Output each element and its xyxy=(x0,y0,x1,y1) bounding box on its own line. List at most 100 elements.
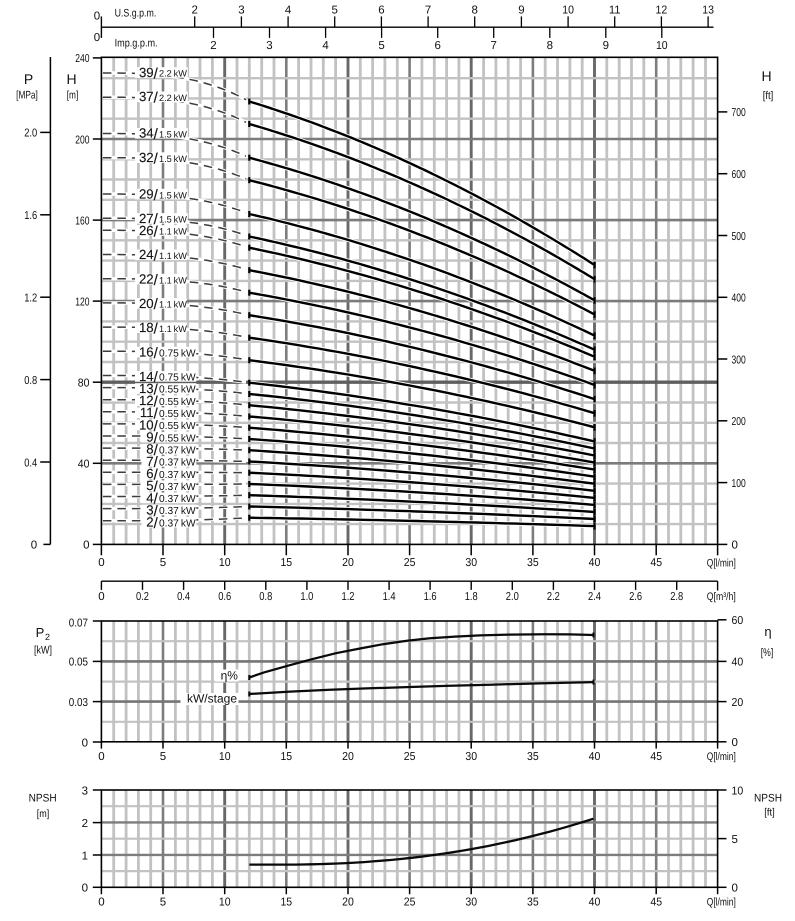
svg-text:2: 2 xyxy=(45,632,50,642)
svg-text:11/: 11/ xyxy=(140,405,159,422)
svg-text:20: 20 xyxy=(342,751,354,763)
svg-text:18/: 18/ xyxy=(139,320,159,337)
svg-text:5: 5 xyxy=(160,557,166,569)
svg-text:20: 20 xyxy=(732,697,744,709)
svg-text:0.75 kW: 0.75 kW xyxy=(159,348,196,359)
svg-text:10/: 10/ xyxy=(139,417,159,434)
svg-text:25: 25 xyxy=(404,897,416,909)
svg-text:4: 4 xyxy=(322,40,329,52)
svg-text:300: 300 xyxy=(732,354,746,366)
svg-text:0: 0 xyxy=(98,751,104,763)
svg-text:35: 35 xyxy=(527,557,539,569)
svg-text:6: 6 xyxy=(378,4,384,16)
svg-text:37/: 37/ xyxy=(139,89,159,106)
svg-text:0.37 kW: 0.37 kW xyxy=(159,446,196,457)
svg-text:27/: 27/ xyxy=(139,211,159,228)
svg-text:1.8: 1.8 xyxy=(465,591,478,603)
svg-text:[ft]: [ft] xyxy=(763,90,774,102)
svg-text:10: 10 xyxy=(732,785,744,797)
svg-text:0: 0 xyxy=(94,32,100,44)
svg-text:45: 45 xyxy=(650,557,662,569)
svg-text:P: P xyxy=(36,625,45,640)
svg-text:80: 80 xyxy=(78,378,90,390)
svg-text:NPSH: NPSH xyxy=(29,793,57,805)
svg-text:5: 5 xyxy=(732,834,738,846)
svg-text:10: 10 xyxy=(219,557,231,569)
svg-text:2.0: 2.0 xyxy=(506,591,519,603)
svg-text:0.07: 0.07 xyxy=(69,618,88,630)
svg-text:0.55 kW: 0.55 kW xyxy=(159,409,196,420)
svg-text:[kW]: [kW] xyxy=(34,645,52,657)
svg-text:0: 0 xyxy=(31,540,37,552)
svg-text:[ft]: [ft] xyxy=(764,807,775,819)
svg-text:1.0: 1.0 xyxy=(300,591,313,603)
svg-text:13: 13 xyxy=(702,4,714,16)
svg-text:9: 9 xyxy=(518,4,524,16)
svg-text:20: 20 xyxy=(342,897,354,909)
svg-text:0.4: 0.4 xyxy=(177,591,190,603)
svg-text:Q[l/min]: Q[l/min] xyxy=(707,751,736,763)
svg-text:0.8: 0.8 xyxy=(24,375,37,387)
svg-text:9/: 9/ xyxy=(146,430,158,447)
svg-text:200: 200 xyxy=(75,134,89,146)
svg-text:0.37 kW: 0.37 kW xyxy=(159,482,196,493)
svg-text:4: 4 xyxy=(285,4,292,16)
svg-text:1.1 kW: 1.1 kW xyxy=(159,275,187,285)
svg-text:60: 60 xyxy=(732,615,744,627)
svg-text:0.8: 0.8 xyxy=(259,591,272,603)
svg-text:40: 40 xyxy=(589,897,601,909)
svg-text:0.75 kW: 0.75 kW xyxy=(159,373,196,384)
svg-text:0: 0 xyxy=(98,557,104,569)
svg-text:9: 9 xyxy=(603,40,609,52)
svg-text:15: 15 xyxy=(280,751,292,763)
svg-text:Imp.g.p.m.: Imp.g.p.m. xyxy=(115,38,158,50)
svg-text:0.55 kW: 0.55 kW xyxy=(159,385,196,396)
svg-text:13/: 13/ xyxy=(139,381,159,398)
svg-text:30: 30 xyxy=(465,557,477,569)
svg-text:2.4: 2.4 xyxy=(588,591,601,603)
svg-text:U.S.g.p.m.: U.S.g.p.m. xyxy=(115,7,157,19)
svg-text:5: 5 xyxy=(160,897,166,909)
svg-text:3: 3 xyxy=(266,40,272,52)
svg-text:6: 6 xyxy=(434,40,440,52)
svg-text:45: 45 xyxy=(650,897,662,909)
svg-text:5/: 5/ xyxy=(146,478,158,495)
svg-text:1.6: 1.6 xyxy=(424,591,437,603)
svg-text:H: H xyxy=(66,71,76,87)
svg-text:5: 5 xyxy=(160,751,166,763)
svg-text:2.2: 2.2 xyxy=(547,591,560,603)
svg-text:5: 5 xyxy=(331,4,337,16)
svg-text:1.6: 1.6 xyxy=(24,210,37,222)
svg-text:1.1 kW: 1.1 kW xyxy=(159,300,187,310)
svg-text:[m]: [m] xyxy=(37,808,50,820)
svg-text:1.1 kW: 1.1 kW xyxy=(159,227,187,237)
svg-text:1.1 kW: 1.1 kW xyxy=(159,324,187,334)
svg-text:1.5 kW: 1.5 kW xyxy=(159,190,187,200)
svg-text:η: η xyxy=(764,624,771,639)
svg-text:1.5 kW: 1.5 kW xyxy=(159,154,187,164)
svg-text:160: 160 xyxy=(75,215,89,227)
svg-text:5: 5 xyxy=(378,40,384,52)
svg-text:0.37 kW: 0.37 kW xyxy=(159,470,196,481)
svg-text:26/: 26/ xyxy=(139,223,159,240)
svg-text:200: 200 xyxy=(732,416,746,428)
svg-text:11: 11 xyxy=(609,4,621,16)
svg-text:Q[l/min]: Q[l/min] xyxy=(707,897,736,909)
svg-text:0: 0 xyxy=(82,737,88,749)
svg-text:kW/stage: kW/stage xyxy=(187,691,237,705)
svg-text:Q[l/min]: Q[l/min] xyxy=(707,558,736,570)
svg-text:40: 40 xyxy=(589,557,601,569)
svg-text:2/: 2/ xyxy=(146,515,158,532)
svg-text:7: 7 xyxy=(425,4,431,16)
svg-text:2.8: 2.8 xyxy=(670,591,683,603)
svg-text:1.5 kW: 1.5 kW xyxy=(159,130,187,140)
svg-text:240: 240 xyxy=(75,53,89,65)
svg-text:500: 500 xyxy=(732,231,746,243)
svg-text:10: 10 xyxy=(656,40,668,52)
svg-text:14/: 14/ xyxy=(139,369,159,386)
svg-text:35: 35 xyxy=(527,751,539,763)
svg-text:3/: 3/ xyxy=(146,502,158,519)
svg-text:100: 100 xyxy=(732,478,746,490)
svg-text:2: 2 xyxy=(82,818,88,830)
svg-text:12: 12 xyxy=(656,4,668,16)
